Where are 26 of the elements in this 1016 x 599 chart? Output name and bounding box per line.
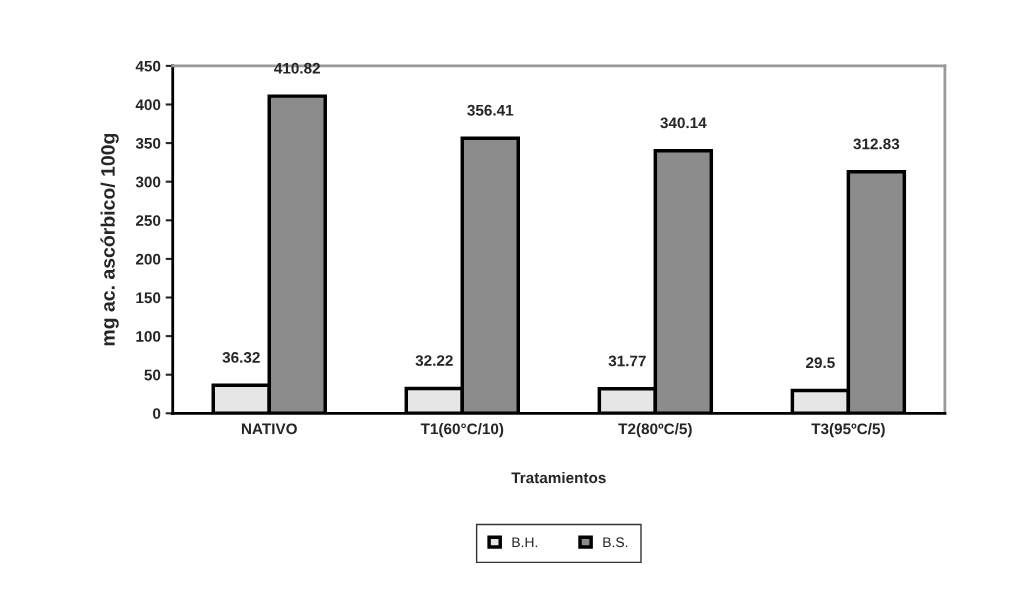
- y-tick-label: 350: [135, 137, 161, 149]
- y-tick-label: 150: [136, 292, 161, 304]
- y-tick-label: 450: [135, 60, 161, 72]
- y-tick-label: 0: [153, 408, 161, 419]
- y-axis-title: mg ac. ascórbico/ 100g: [100, 133, 119, 346]
- y-tick-label: 300: [135, 176, 161, 188]
- x-tick-label: T1(60°C/10): [420, 423, 504, 438]
- x-tick-label: T2(80ºC/5): [618, 423, 692, 438]
- legend-label: B.H.: [512, 537, 538, 548]
- data-label: 410.82: [274, 62, 320, 74]
- data-label: 32.22: [415, 355, 453, 366]
- data-label: 36.32: [222, 351, 260, 363]
- x-tick-label: NATIVO: [241, 423, 297, 435]
- y-tick-label: 250: [135, 215, 161, 226]
- y-tick-label: 100: [136, 330, 161, 342]
- data-label: 340.14: [660, 117, 707, 129]
- x-tick-label: T3(95ºC/5): [811, 423, 885, 438]
- x-axis-title: Tratamientos: [511, 472, 606, 484]
- y-tick-label: 400: [135, 99, 161, 111]
- data-label: 29.5: [806, 357, 835, 369]
- y-tick-label: 50: [144, 369, 161, 381]
- data-label: 312.83: [853, 138, 900, 150]
- legend-label: B.S.: [603, 537, 628, 548]
- data-label: 356.41: [467, 104, 514, 116]
- y-tick-label: 200: [135, 253, 161, 265]
- data-label: 31.77: [608, 355, 646, 367]
